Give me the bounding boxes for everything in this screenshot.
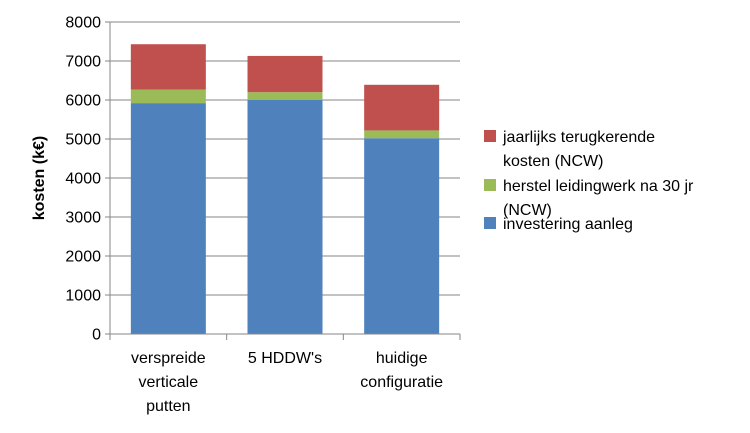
x-category-label: configuratie xyxy=(360,374,443,391)
legend-swatch xyxy=(484,217,496,229)
bar-segment xyxy=(247,100,323,334)
legend-label: investering aanleg xyxy=(503,216,633,233)
bar-segment xyxy=(364,130,440,139)
y-tick-labels: 0 1000 2000 3000 4000 5000 6000 7000 8000 xyxy=(65,15,101,344)
legend-label: herstel leidingwerk na 30 jr xyxy=(503,178,694,195)
x-category-label: verspreide xyxy=(131,350,206,367)
y-tick-label: 1000 xyxy=(65,288,101,305)
y-tick-label: 8000 xyxy=(65,15,101,32)
x-category-label: verticale xyxy=(139,374,199,391)
bar-segment xyxy=(247,92,323,100)
y-tick-label: 6000 xyxy=(65,93,101,110)
bar-segment xyxy=(130,89,206,104)
bar-segment xyxy=(247,55,323,93)
x-category-label: putten xyxy=(146,398,190,415)
y-tick-label: 4000 xyxy=(65,171,101,188)
legend-label: jaarlijks terugkerende xyxy=(502,129,655,146)
bars xyxy=(130,44,440,335)
x-category-label: huidige xyxy=(376,350,428,367)
legend-swatch xyxy=(484,179,496,191)
y-axis-label: kosten (k€) xyxy=(31,136,48,220)
bar-segment xyxy=(130,44,206,90)
y-tick-label: 0 xyxy=(92,327,101,344)
y-tick-label: 3000 xyxy=(65,210,101,227)
x-category-label: 5 HDDW's xyxy=(248,350,322,367)
bar-segment xyxy=(364,84,440,131)
legend-swatch xyxy=(484,130,496,142)
bar-segment xyxy=(364,138,440,334)
legend: jaarlijks terugkerende kosten (NCW) herste… xyxy=(484,129,694,233)
y-tick-label: 5000 xyxy=(65,132,101,149)
bar-segment xyxy=(130,103,206,335)
y-tick-label: 2000 xyxy=(65,249,101,266)
legend-label: (NCW) xyxy=(503,202,552,219)
x-category-labels: verspreide verticale putten 5 HDDW's huidige… xyxy=(131,350,443,415)
axes xyxy=(105,21,461,340)
legend-label: kosten (NCW) xyxy=(503,153,603,170)
y-tick-label: 7000 xyxy=(65,54,101,71)
